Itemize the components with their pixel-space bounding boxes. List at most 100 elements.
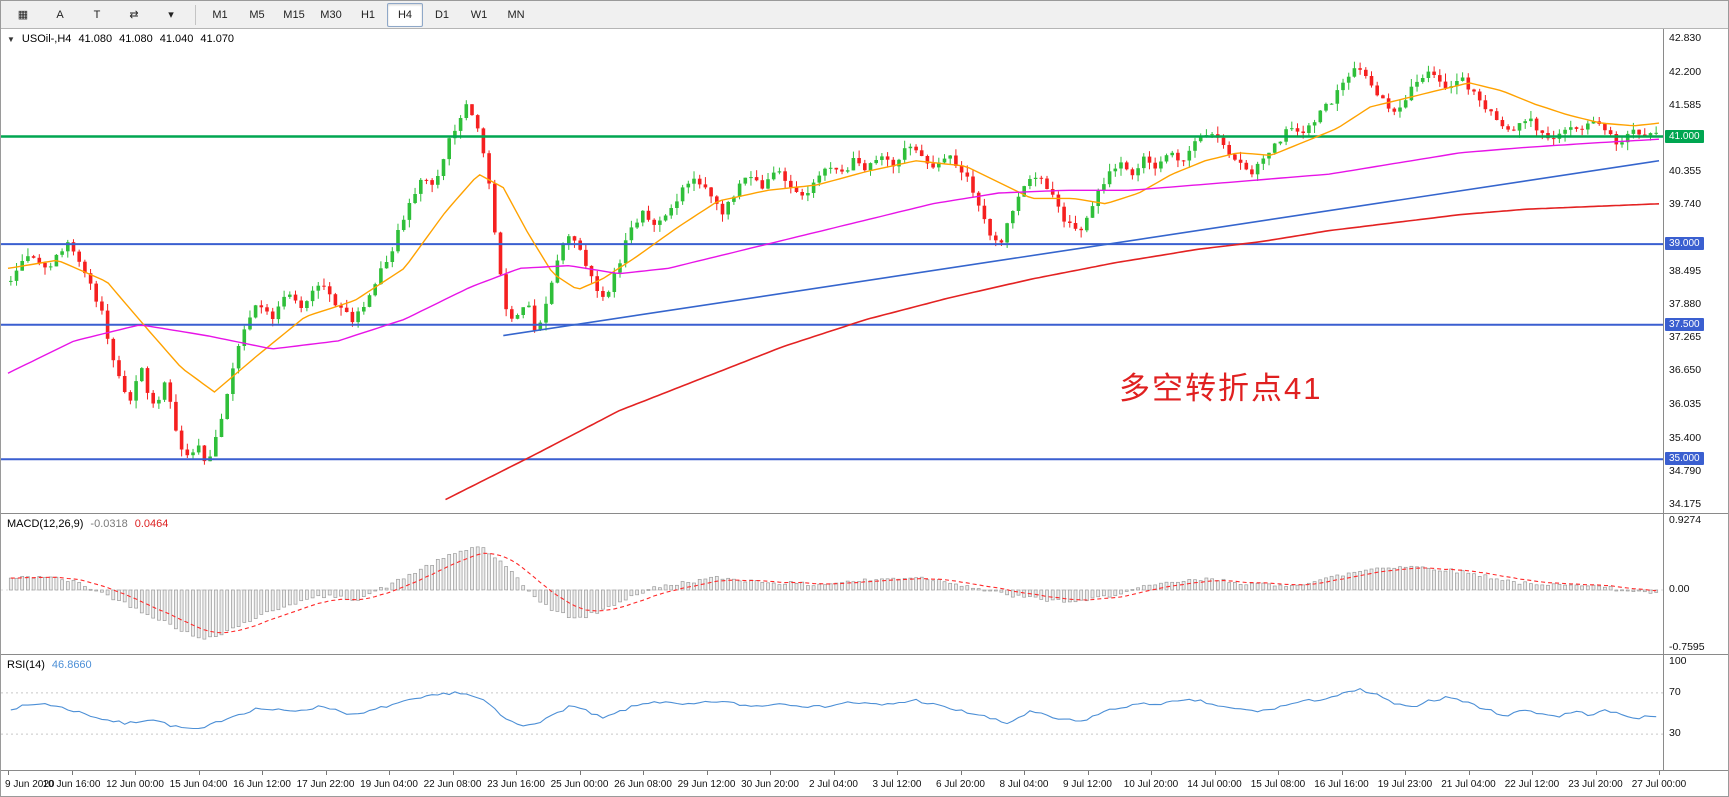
time-label: 12 Jun 00:00 xyxy=(106,779,164,790)
time-label: 16 Jun 12:00 xyxy=(233,779,291,790)
time-tick xyxy=(1341,771,1343,775)
time-tick xyxy=(706,771,708,775)
time-label: 15 Jul 08:00 xyxy=(1250,779,1306,790)
chart-area: 42.830 42.200 41.585 40.355 39.740 38.495 37.8… xyxy=(1,29,1728,796)
timeframe-w1-button[interactable]: W1 xyxy=(470,8,488,21)
time-tick xyxy=(1659,771,1660,775)
timeframe-d1-button[interactable]: D1 xyxy=(434,8,450,21)
ma-slow-line[interactable] xyxy=(445,203,1660,501)
time-label: 30 Jun 20:00 xyxy=(741,779,799,790)
ohlc-header: ▼ USOil-,H4 41.080 41.080 41.040 41.070 xyxy=(7,33,234,45)
macd-main-value: -0.0318 xyxy=(90,518,128,530)
chart-type-icon-button[interactable]: ▦ xyxy=(17,9,29,21)
time-label: 23 Jul 20:00 xyxy=(1568,779,1623,790)
price-tick: 41.585 xyxy=(1669,99,1702,112)
macd-panel: 0.9274 0.00 -0.7595 MACD(12,26,9) -0.0318 … xyxy=(1,513,1728,654)
macd-axis: 0.9274 0.00 -0.7595 xyxy=(1663,514,1728,654)
rsi-value: 46.8660 xyxy=(51,659,92,671)
price-tick: 42.200 xyxy=(1669,66,1702,79)
ma-medium-line[interactable] xyxy=(7,138,1660,374)
time-label: 19 Jun 04:00 xyxy=(360,779,418,790)
ohlc-close: 41.070 xyxy=(200,33,235,45)
rsi-chart-canvas[interactable] xyxy=(1,656,1666,771)
time-label: 16 Jul 16:00 xyxy=(1314,779,1369,790)
time-tick xyxy=(198,771,200,775)
macd-chart-canvas[interactable] xyxy=(1,515,1666,655)
timeframe-m5-button[interactable]: M5 xyxy=(249,8,265,21)
time-label: 19 Jul 23:00 xyxy=(1377,779,1433,790)
time-label: 6 Jul 20:00 xyxy=(936,779,985,790)
time-label: 25 Jun 00:00 xyxy=(550,779,609,790)
time-tick xyxy=(833,771,835,775)
macd-signal-line xyxy=(10,552,1657,634)
timeframe-m1-button[interactable]: M1 xyxy=(212,8,228,21)
trendline[interactable] xyxy=(503,159,1660,337)
toolbar-separator xyxy=(195,4,196,25)
time-label: 27 Jul 00:00 xyxy=(1631,779,1687,790)
ohlc-low: 41.040 xyxy=(159,33,194,45)
time-label: 8 Jul 04:00 xyxy=(999,779,1049,790)
symbol-marker-icon[interactable]: ▼ xyxy=(7,34,15,44)
main-chart-panel: 42.830 42.200 41.585 40.355 39.740 38.495 37.8… xyxy=(1,29,1728,513)
time-tick xyxy=(1214,771,1216,775)
ma-fast-line[interactable] xyxy=(7,82,1660,393)
time-tick xyxy=(1405,771,1406,775)
price-tick: 35.400 xyxy=(1669,431,1702,444)
rsi-label: RSI(14) xyxy=(7,659,45,671)
tool-button-group: ▦ A T ⇄ ▾ xyxy=(5,3,189,27)
time-tick xyxy=(1087,771,1089,775)
text-tool-button[interactable]: T xyxy=(93,8,101,21)
time-tick xyxy=(897,771,898,775)
time-label: 22 Jul 12:00 xyxy=(1504,779,1560,790)
macd-signal-value: 0.0464 xyxy=(134,518,169,530)
price-level-badge: 41.000 xyxy=(1665,129,1704,143)
price-tick: 39.740 xyxy=(1669,198,1702,211)
time-label: 15 Jun 04:00 xyxy=(169,779,228,790)
price-chart-canvas[interactable] xyxy=(1,29,1666,513)
ohlc-open: 41.080 xyxy=(78,33,113,45)
timeframe-m30-button[interactable]: M30 xyxy=(320,8,342,21)
macd-axis-tick: -0.7595 xyxy=(1669,641,1705,654)
time-tick xyxy=(516,771,517,775)
timeframe-m15-button[interactable]: M15 xyxy=(283,8,305,21)
chart-shift-tool-button[interactable]: ⇄ xyxy=(129,9,139,21)
rsi-header: RSI(14) 46.8660 xyxy=(7,659,92,671)
toolbar: ▦ A T ⇄ ▾ M1 M5 M15 M30 H1 H4 D1 W1 MN xyxy=(1,1,1728,29)
time-label: 23 Jun 16:00 xyxy=(487,779,545,790)
time-label: 10 Jun 16:00 xyxy=(42,779,101,790)
time-label: 22 Jun 08:00 xyxy=(423,779,482,790)
price-axis: 42.830 42.200 41.585 40.355 39.740 38.495 37.8… xyxy=(1663,29,1728,513)
time-tick xyxy=(262,771,263,775)
time-label: 29 Jun 12:00 xyxy=(677,779,736,790)
time-tick xyxy=(71,771,73,775)
timeframe-mn-button[interactable]: MN xyxy=(507,8,525,21)
price-tick: 42.830 xyxy=(1669,32,1702,45)
price-tick: 38.495 xyxy=(1669,265,1702,278)
price-tick: 34.790 xyxy=(1669,464,1702,477)
macd-axis-tick: 0.00 xyxy=(1669,582,1690,595)
time-label: 17 Jun 22:00 xyxy=(296,779,355,790)
time-tick xyxy=(1024,771,1025,775)
time-tick xyxy=(1532,771,1533,775)
timeframe-button-group: M1 M5 M15 M30 H1 H4 D1 W1 MN xyxy=(202,2,534,27)
rsi-axis-tick: 100 xyxy=(1669,655,1687,667)
time-label: 2 Jul 04:00 xyxy=(809,779,858,790)
price-tick: 34.175 xyxy=(1669,497,1702,510)
macd-histogram xyxy=(8,546,1659,640)
time-tick xyxy=(643,771,644,775)
cursor-tool-button[interactable]: A xyxy=(56,8,64,21)
time-label: 21 Jul 04:00 xyxy=(1441,779,1496,790)
price-level-badge: 37.500 xyxy=(1665,317,1704,331)
candles xyxy=(9,61,1658,465)
time-tick xyxy=(960,771,962,775)
time-tick xyxy=(1151,771,1152,775)
price-level-badge: 35.000 xyxy=(1665,452,1704,466)
time-label: 3 Jul 12:00 xyxy=(872,779,922,790)
timeframe-h4-button[interactable]: H4 xyxy=(387,2,423,27)
time-label: 9 Jun 2020 xyxy=(5,779,55,790)
time-tick xyxy=(579,771,581,775)
time-label: 14 Jul 00:00 xyxy=(1187,779,1242,790)
tools-dropdown-button[interactable]: ▾ xyxy=(168,9,174,21)
timeframe-h1-button[interactable]: H1 xyxy=(360,8,376,21)
